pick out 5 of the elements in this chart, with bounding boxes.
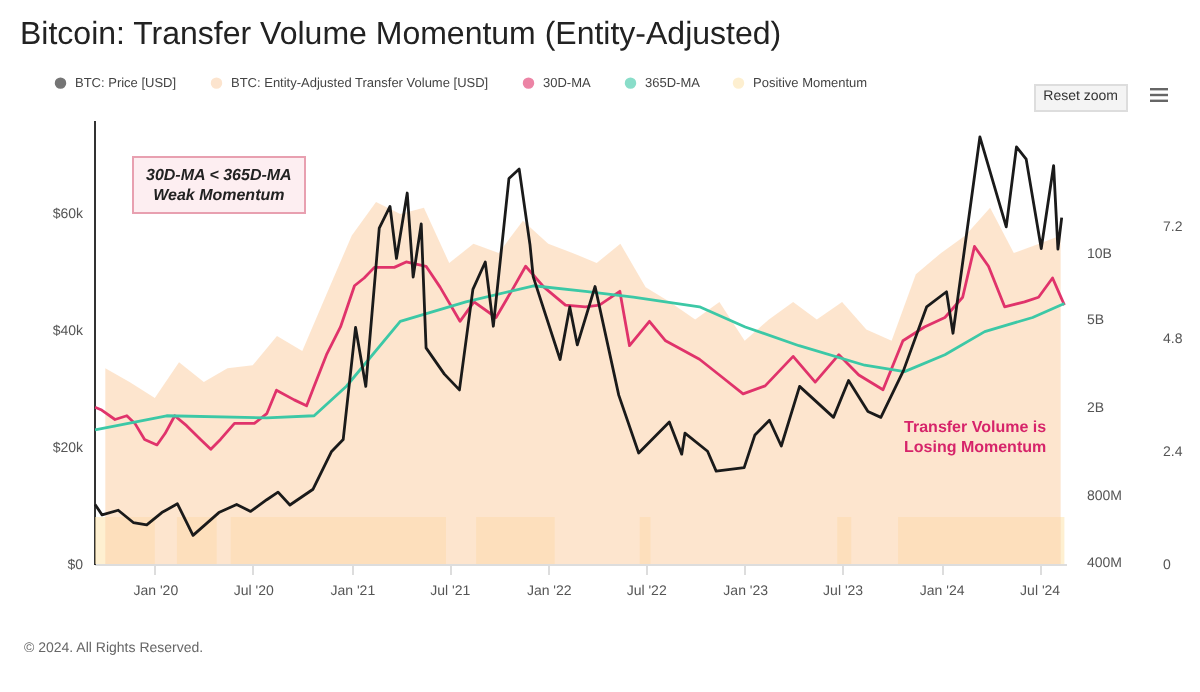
annotation: 30D-MA < 365D-MA Weak Momentum	[132, 156, 306, 215]
line-series	[93, 284, 1066, 432]
line-series	[93, 135, 1064, 537]
chart-title: Bitcoin: Transfer Volume Momentum (Entity-Adjusted)	[20, 18, 782, 54]
annotation: Transfer Volume is Losing Momentum	[904, 418, 1047, 457]
